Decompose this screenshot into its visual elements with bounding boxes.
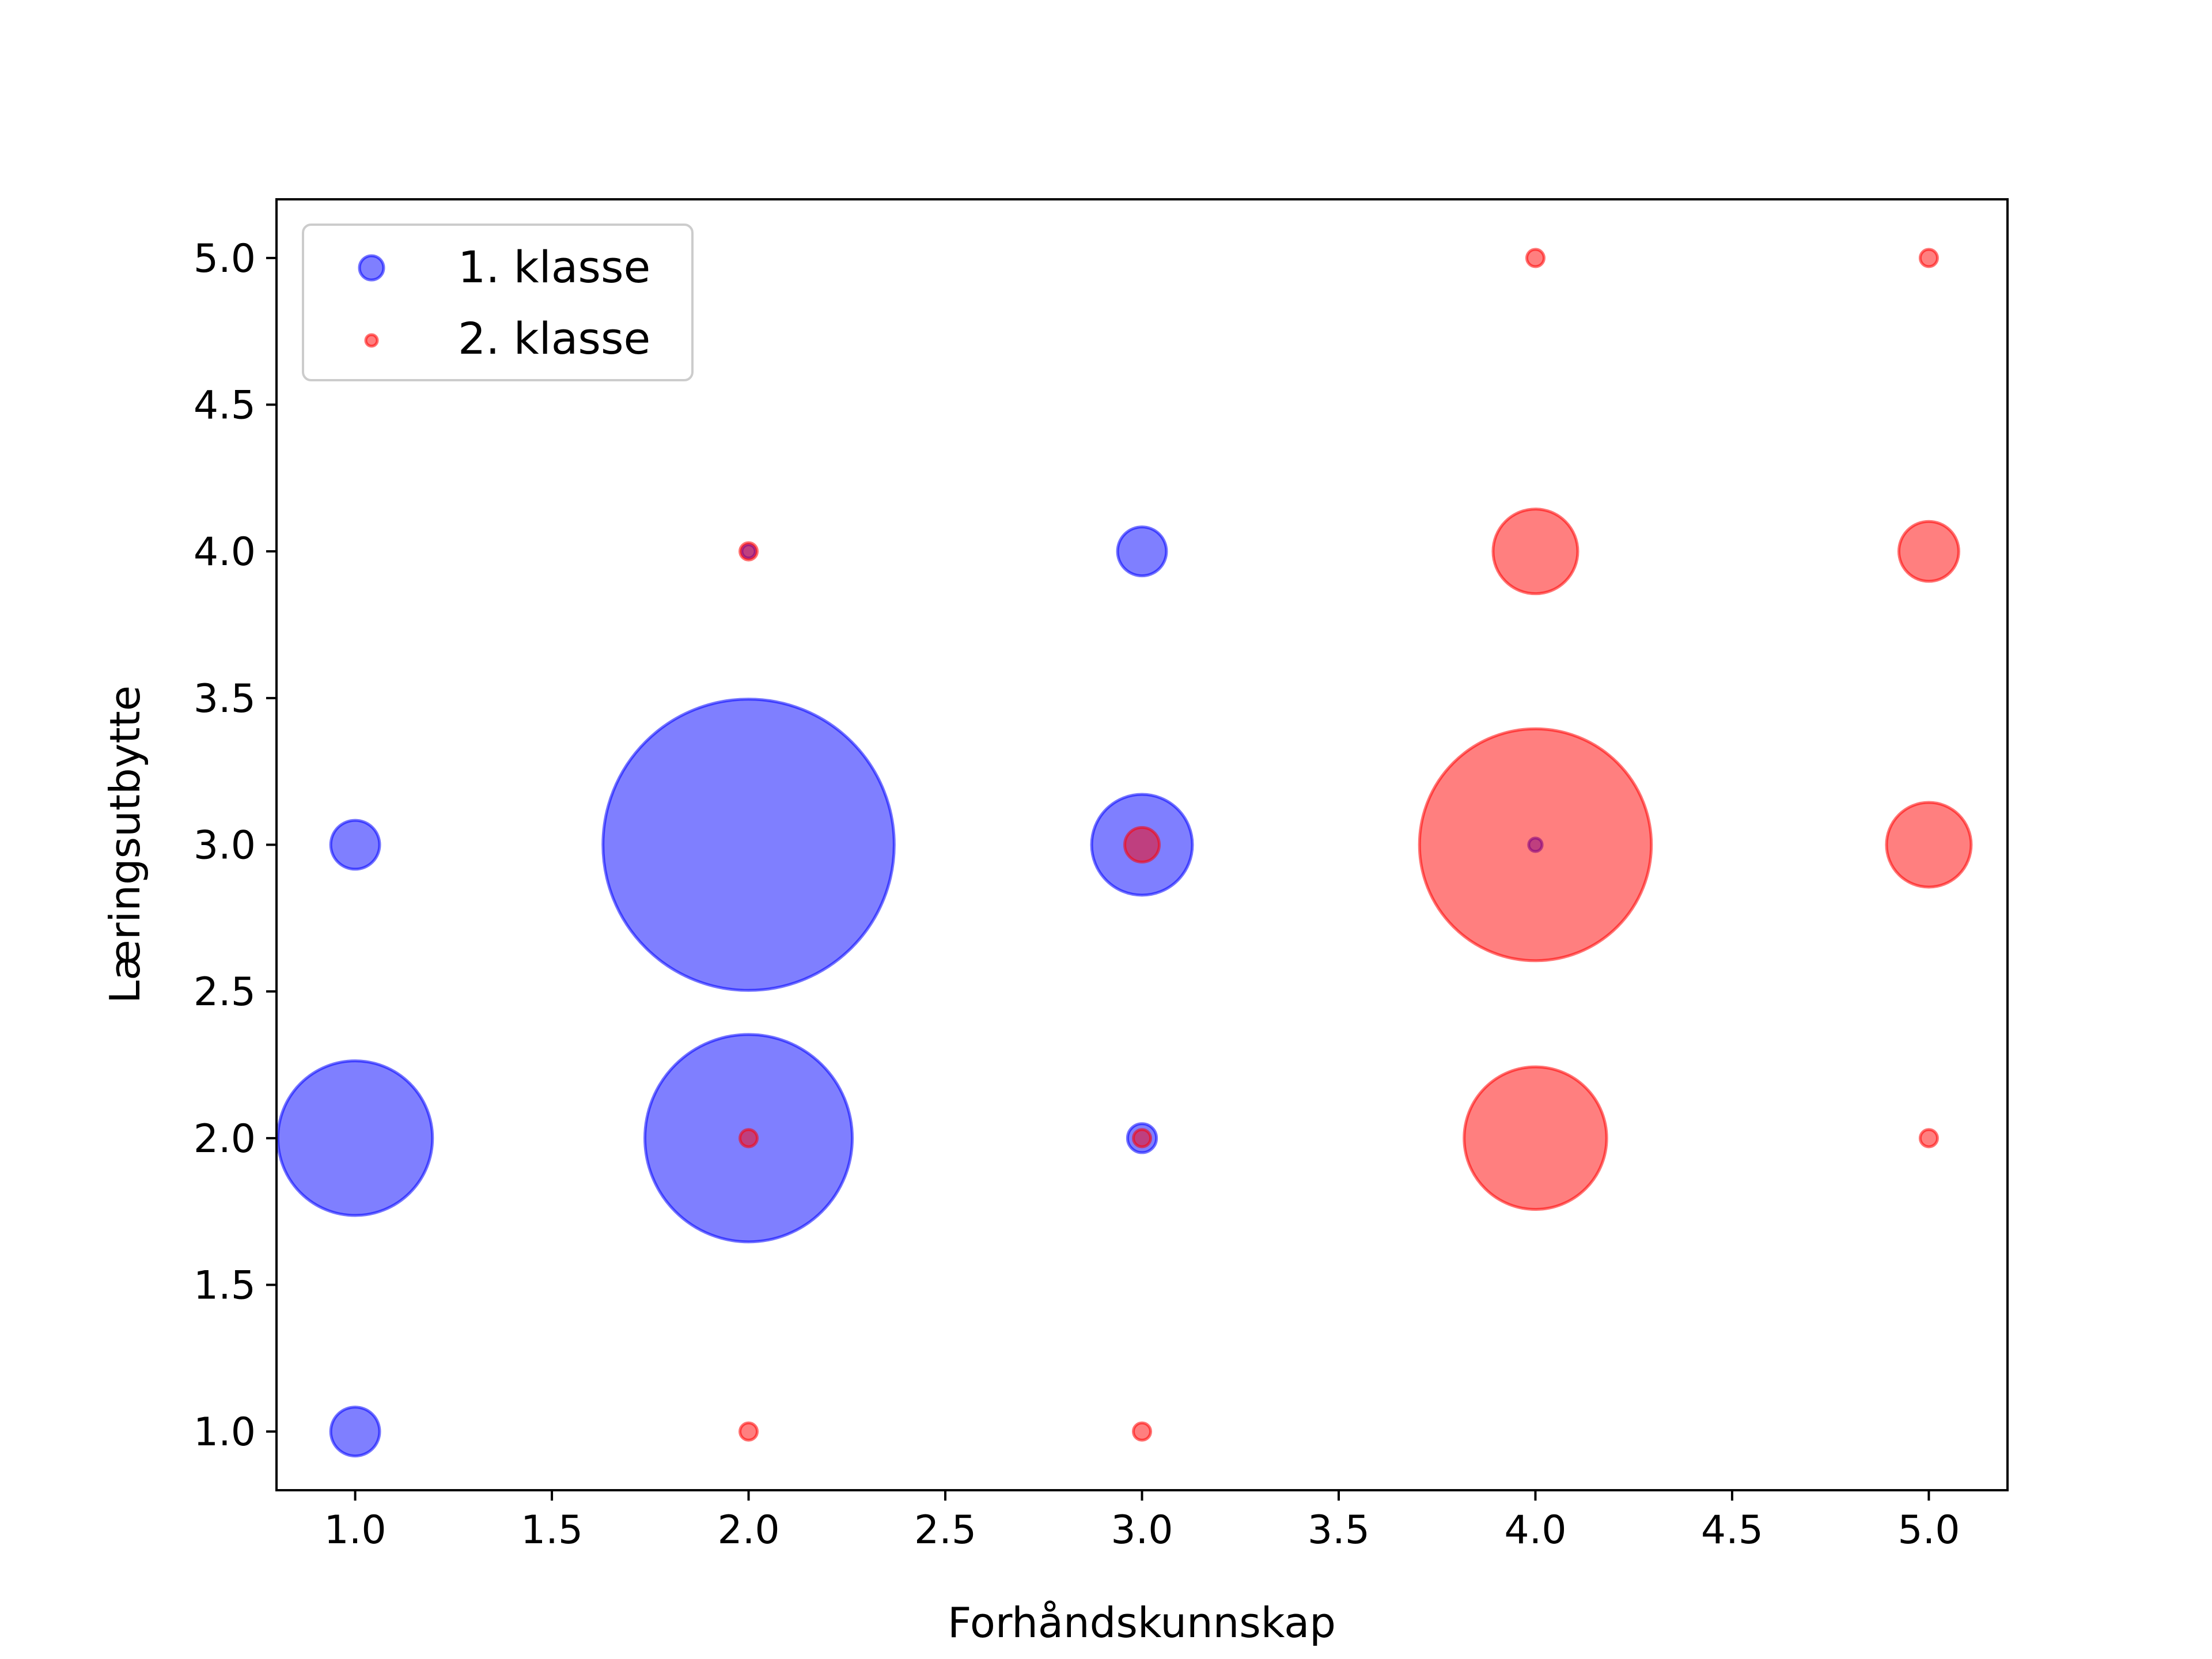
point-series-2-11 [1885, 801, 1973, 889]
x-tick-label: 4.5 [1701, 1508, 1763, 1553]
y-tick-label: 1.5 [194, 1263, 256, 1308]
legend-marker-2-klasse [364, 333, 379, 348]
x-tick-label: 1.0 [324, 1508, 387, 1553]
y-tick-label: 1.0 [194, 1410, 256, 1455]
x-tick-label: 2.5 [914, 1508, 976, 1553]
point-series-2-4 [1132, 1128, 1152, 1149]
point-series-2-3 [1132, 1421, 1152, 1442]
point-series-2-8 [1491, 507, 1580, 596]
legend-label-2-klasse: 2. klasse [458, 313, 650, 364]
y-tick-label: 2.0 [194, 1116, 256, 1162]
point-series-2-5 [1123, 826, 1161, 863]
point-series-2-10 [1918, 1128, 1939, 1149]
legend-box [302, 224, 694, 381]
y-tick-label: 3.0 [194, 823, 256, 869]
point-series-1-8 [1116, 525, 1168, 578]
legend-label-1-klasse: 1. klasse [458, 241, 650, 293]
point-series-2-1 [738, 1128, 759, 1149]
point-series-1-2 [329, 819, 381, 871]
point-series-1-0 [329, 1406, 381, 1458]
y-tick-label: 4.5 [194, 383, 256, 429]
x-tick-label: 3.0 [1111, 1508, 1173, 1553]
y-axis-label: Læringsutbytte [101, 685, 149, 1003]
x-axis-ticks: 1.0 1.5 2.0 2.5 3.0 3.5 4.0 4.5 5.0 [324, 1490, 1960, 1553]
data-points [276, 248, 1973, 1458]
y-axis-ticks: 1.0 1.5 2.0 2.5 3.0 3.5 4.0 4.5 5.0 [194, 236, 276, 1455]
point-series-1-4 [601, 698, 896, 992]
x-axis-label: Forhåndskunnskap [948, 1599, 1336, 1647]
y-tick-label: 5.0 [194, 236, 256, 282]
x-tick-label: 5.0 [1897, 1508, 1960, 1553]
point-series-2-12 [1897, 520, 1960, 583]
x-tick-label: 1.5 [521, 1508, 583, 1553]
y-tick-label: 4.0 [194, 529, 256, 575]
point-series-2-7 [1418, 727, 1653, 963]
point-series-2-13 [1918, 248, 1939, 268]
y-tick-label: 2.5 [194, 969, 256, 1015]
legend-marker-1-klasse [358, 254, 385, 282]
point-series-2-9 [1525, 248, 1546, 268]
legend: 1. klasse 2. klasse [302, 224, 694, 381]
point-series-1-1 [276, 1059, 434, 1217]
x-tick-label: 4.0 [1504, 1508, 1566, 1553]
x-tick-label: 3.5 [1308, 1508, 1370, 1553]
y-tick-label: 3.5 [194, 676, 256, 722]
x-tick-label: 2.0 [717, 1508, 779, 1553]
point-series-2-0 [738, 1421, 759, 1442]
point-series-2-6 [1463, 1065, 1608, 1211]
point-series-2-2 [738, 541, 759, 562]
